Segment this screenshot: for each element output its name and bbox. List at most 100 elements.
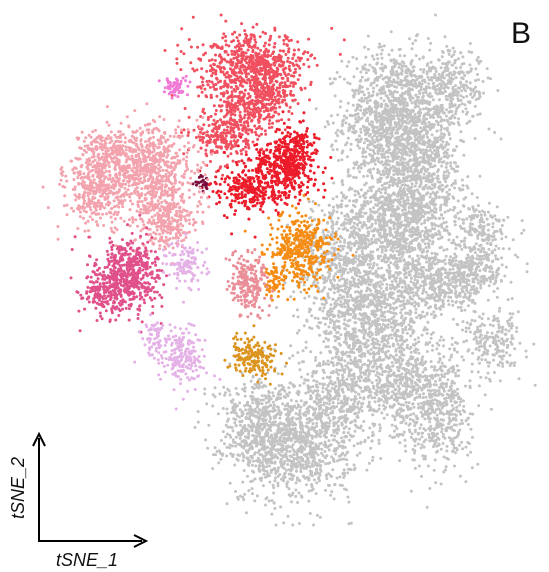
scatter-point: [241, 480, 245, 484]
scatter-point: [405, 198, 409, 202]
scatter-point: [418, 362, 422, 366]
scatter-point: [368, 325, 372, 329]
scatter-point: [377, 198, 381, 201]
scatter-point: [411, 320, 415, 324]
scatter-point: [360, 203, 364, 207]
scatter-point: [372, 69, 376, 73]
scatter-point: [389, 70, 393, 74]
scatter-point: [406, 343, 409, 347]
scatter-point: [421, 454, 425, 458]
scatter-point: [321, 383, 325, 387]
scatter-point: [393, 61, 396, 65]
scatter-point: [361, 67, 365, 71]
scatter-point: [403, 97, 407, 101]
scatter-point: [315, 417, 319, 421]
scatter-point: [381, 388, 385, 392]
scatter-point: [413, 184, 417, 188]
scatter-point: [352, 468, 356, 472]
scatter-point: [396, 76, 400, 80]
scatter-point: [401, 237, 404, 241]
scatter-point: [359, 130, 363, 134]
scatter-point: [427, 233, 431, 237]
scatter-point: [366, 87, 370, 91]
scatter-point: [346, 450, 350, 454]
scatter-point: [379, 152, 383, 156]
scatter-point: [382, 299, 386, 302]
scatter-point: [294, 412, 298, 416]
scatter-point: [390, 233, 394, 237]
scatter-point: [365, 119, 369, 123]
scatter-point: [371, 413, 375, 417]
scatter-point: [310, 472, 314, 475]
scatter-point: [466, 423, 470, 426]
scatter-point: [452, 238, 455, 242]
scatter-point: [362, 174, 366, 178]
scatter-point: [416, 288, 420, 292]
scatter-point: [333, 77, 337, 81]
scatter-point: [375, 135, 379, 139]
scatter-point: [329, 114, 333, 118]
scatter-point: [369, 210, 373, 213]
scatter-point: [338, 75, 342, 79]
scatter-point: [369, 108, 373, 112]
scatter-point: [315, 380, 319, 384]
scatter-point: [391, 342, 395, 346]
scatter-point: [427, 82, 431, 86]
scatter-point: [396, 290, 400, 294]
scatter-point: [429, 332, 433, 336]
scatter-point: [315, 513, 319, 517]
scatter-point: [341, 227, 345, 231]
scatter-point: [400, 308, 404, 312]
scatter-point: [396, 200, 400, 204]
scatter-point: [416, 214, 420, 218]
scatter-point: [306, 390, 310, 394]
scatter-point: [354, 212, 358, 216]
scatter-point: [363, 260, 367, 264]
scatter-point: [311, 385, 315, 389]
scatter-point: [349, 358, 353, 362]
scatter-point: [425, 350, 429, 353]
scatter-point: [398, 188, 402, 192]
scatter-point: [269, 409, 272, 413]
scatter-point: [353, 321, 357, 325]
scatter-point: [408, 273, 412, 277]
scatter-point: [448, 208, 452, 212]
scatter-point: [402, 202, 406, 206]
scatter-point: [387, 118, 391, 122]
scatter-point: [340, 158, 344, 162]
scatter-point: [367, 107, 371, 111]
scatter-point: [325, 401, 329, 405]
scatter-point: [327, 398, 331, 402]
scatter-point: [388, 114, 392, 118]
scatter-point: [354, 301, 358, 304]
scatter-point: [343, 318, 347, 322]
scatter-point: [295, 331, 299, 335]
scatter-point: [457, 217, 461, 221]
scatter-point: [385, 144, 389, 148]
scatter-point: [374, 288, 378, 292]
scatter-point: [405, 229, 409, 232]
scatter-point: [371, 90, 375, 94]
scatter-point: [393, 121, 397, 124]
scatter-point: [356, 442, 360, 446]
scatter-point: [334, 452, 338, 456]
scatter-point: [376, 382, 380, 386]
scatter-point: [372, 126, 376, 130]
scatter-point: [343, 327, 347, 331]
scatter-point: [315, 370, 319, 373]
scatter-point: [373, 313, 377, 316]
scatter-point: [388, 405, 392, 409]
scatter-point: [358, 312, 362, 316]
scatter-point: [373, 67, 377, 71]
scatter-point: [409, 269, 413, 273]
scatter-point: [437, 195, 441, 199]
scatter-point: [319, 351, 323, 355]
scatter-point: [345, 155, 349, 159]
scatter-point: [437, 98, 441, 102]
scatter-point: [355, 67, 359, 71]
scatter-point: [372, 272, 376, 276]
scatter-point: [293, 404, 297, 408]
scatter-point: [375, 371, 379, 374]
scatter-point: [368, 408, 371, 412]
scatter-point: [394, 424, 398, 428]
